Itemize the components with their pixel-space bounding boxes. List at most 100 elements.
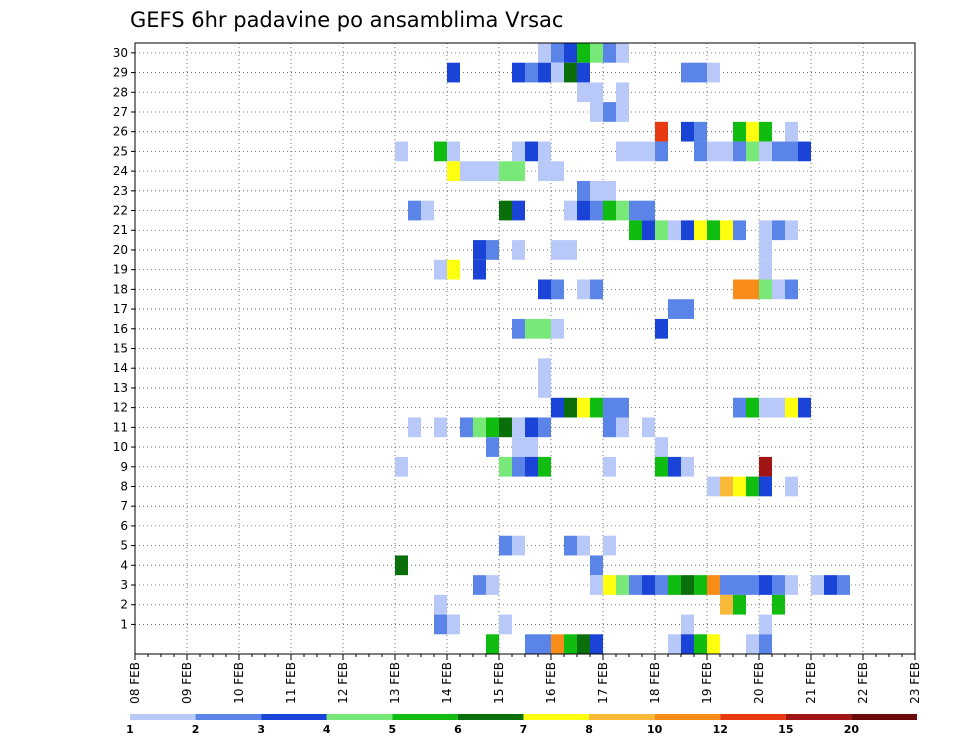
precip-cell (707, 62, 720, 83)
precip-cell (655, 220, 668, 241)
precip-cell (824, 575, 837, 595)
precip-cell (707, 634, 720, 654)
precip-cell (668, 634, 681, 654)
legend-swatch (589, 714, 655, 720)
precip-cell (772, 575, 785, 595)
precip-cell (733, 220, 746, 241)
precip-cell (564, 634, 577, 654)
legend-swatch (261, 714, 327, 720)
precip-cell (746, 121, 759, 142)
precip-cell (629, 200, 642, 221)
precip-cell (590, 200, 603, 221)
precip-cell (564, 62, 577, 83)
precip-cell (746, 141, 759, 162)
precip-cell (590, 555, 603, 576)
precip-cell (499, 200, 512, 221)
precip-cell (759, 279, 772, 300)
legend-label: 20 (844, 723, 860, 736)
precip-cell (551, 397, 564, 418)
precip-cell (460, 161, 473, 181)
x-tick-label: 19 FEB (700, 662, 714, 704)
precip-cell (577, 62, 590, 83)
y-tick-label: 8 (120, 479, 128, 493)
precip-cell (538, 161, 551, 181)
precip-cell (564, 535, 577, 556)
y-tick-label: 15 (113, 342, 128, 356)
precip-cell (837, 575, 850, 595)
precip-cell (499, 161, 512, 181)
precip-cell (551, 161, 564, 181)
x-tick-label: 18 FEB (648, 662, 662, 704)
precip-cell (772, 141, 785, 162)
precip-cell (772, 397, 785, 418)
y-tick-label: 12 (113, 401, 128, 415)
precip-cell (538, 141, 551, 162)
precip-cell (759, 575, 772, 595)
precip-cell (785, 575, 798, 595)
precip-cell (707, 476, 720, 497)
precip-cell (590, 82, 603, 103)
precip-cell (668, 220, 681, 241)
x-tick-label: 14 FEB (440, 662, 454, 704)
precip-cell (473, 161, 486, 181)
y-tick-label: 1 (120, 617, 128, 631)
precip-cell (577, 535, 590, 556)
precip-cell (681, 62, 694, 83)
x-tick-label: 23 FEB (908, 662, 922, 704)
precip-cell (642, 220, 655, 241)
precip-cell (785, 476, 798, 497)
x-tick-label: 10 FEB (232, 662, 246, 704)
precip-cell (512, 200, 525, 221)
precip-cell (551, 279, 564, 300)
precip-cell (538, 318, 551, 339)
precip-cell (473, 240, 486, 260)
precip-cell (512, 535, 525, 556)
y-tick-label: 2 (120, 598, 128, 612)
y-tick-label: 21 (113, 223, 128, 237)
precip-cell (551, 240, 564, 260)
precip-cell (655, 141, 668, 162)
precip-cell (408, 200, 421, 221)
y-tick-label: 16 (113, 322, 128, 336)
y-tick-label: 20 (113, 243, 128, 257)
precip-cell (785, 279, 798, 300)
precip-cell (707, 575, 720, 595)
precip-cell (538, 358, 551, 379)
precip-cell (499, 614, 512, 635)
precip-cell (577, 43, 590, 63)
y-tick-label: 10 (113, 440, 128, 454)
precip-cell (616, 575, 629, 595)
precip-cell (694, 220, 707, 241)
precip-cell (694, 575, 707, 595)
precip-cell (720, 575, 733, 595)
y-tick-label: 14 (113, 361, 128, 375)
precip-cell (590, 575, 603, 595)
precip-cell (408, 417, 421, 438)
precip-cell (590, 634, 603, 654)
precip-cell (642, 575, 655, 595)
precip-cell (525, 456, 538, 477)
precip-cell (486, 575, 499, 595)
legend-swatch (130, 714, 196, 720)
precip-cell (798, 397, 811, 418)
precip-cell (603, 200, 616, 221)
precip-cell (434, 141, 447, 162)
precip-cell (577, 82, 590, 103)
precip-cell (551, 318, 564, 339)
precip-cell (473, 259, 486, 280)
x-tick-label: 21 FEB (804, 662, 818, 704)
precip-cell (577, 180, 590, 201)
chart-title: GEFS 6hr padavine po ansamblima Vrsac (130, 8, 563, 32)
y-tick-label: 7 (120, 499, 128, 513)
precip-cell (512, 437, 525, 457)
precip-cell (590, 43, 603, 63)
precip-cell (811, 575, 824, 595)
precip-cell (395, 141, 408, 162)
precip-cell (772, 594, 785, 615)
legend-label: 5 (389, 723, 397, 736)
precip-cell (746, 476, 759, 497)
precip-cell (733, 397, 746, 418)
precip-cell (629, 575, 642, 595)
color-legend: 1 2 3 4 5 6 7 8 10 12 15 20 (126, 714, 917, 736)
precip-cell (512, 456, 525, 477)
